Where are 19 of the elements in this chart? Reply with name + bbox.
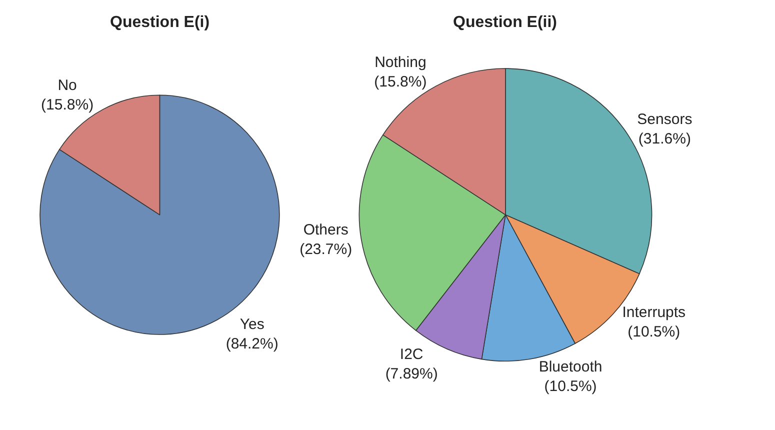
pie-slice <box>40 94 280 335</box>
data-label: (15.8%) <box>374 73 427 90</box>
data-label: (84.2%) <box>226 335 278 352</box>
slice-label: Others <box>303 221 348 238</box>
chart-title: Question E(i) <box>110 14 210 31</box>
slice-label: Sensors <box>637 111 692 128</box>
slice-label: Interrupts <box>622 304 686 322</box>
slice-label: Yes <box>240 316 264 333</box>
slice-label: No <box>58 77 77 94</box>
data-label: (15.8%) <box>41 96 94 114</box>
data-label: (7.89%) <box>385 365 438 382</box>
slice-label: Bluetooth <box>538 358 602 376</box>
chart-title: Question E(ii) <box>453 14 557 31</box>
slice-label: I2C <box>400 346 424 363</box>
data-label: (31.6%) <box>638 130 691 148</box>
data-label: (10.5%) <box>544 378 597 396</box>
data-label: (10.5%) <box>628 324 680 341</box>
slice-label: Nothing <box>374 54 426 71</box>
data-label: (23.7%) <box>300 240 352 258</box>
